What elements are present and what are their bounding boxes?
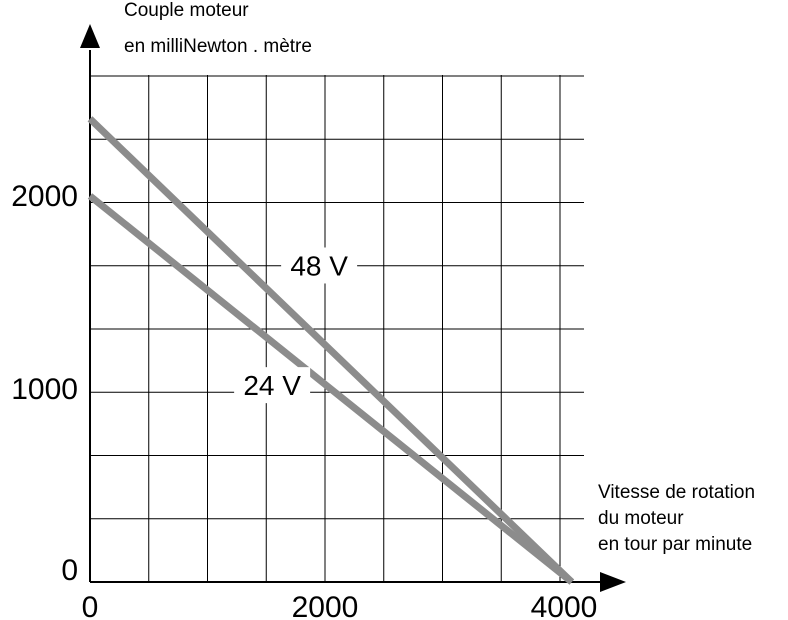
annotation-background	[234, 367, 311, 404]
series-line	[87, 193, 574, 585]
y-axis-label-line-2: en milliNewton . mètre	[124, 36, 312, 57]
x-axis-arrow-icon	[600, 572, 626, 592]
x-tick-label: 4000	[531, 591, 598, 620]
annotation-background	[281, 247, 358, 284]
series-annotation-label: 48 V	[290, 250, 348, 281]
series-line	[87, 116, 575, 585]
y-axis-arrow-icon	[80, 24, 100, 48]
y-tick-label: 0	[61, 554, 78, 587]
series-annotation-label: 24 V	[243, 370, 301, 401]
y-tick-label: 1000	[11, 373, 78, 406]
x-axis-label-line-2: du moteur	[598, 508, 684, 529]
x-axis-label-line-1: Vitesse de rotation	[598, 482, 756, 503]
y-axis-label-line-1: Couple moteur	[124, 0, 249, 21]
x-tick-label: 2000	[292, 591, 359, 620]
x-axis-label-line-3: en tour par minute	[598, 534, 753, 555]
x-tick-label: 0	[82, 591, 99, 620]
y-tick-label: 2000	[11, 180, 78, 213]
